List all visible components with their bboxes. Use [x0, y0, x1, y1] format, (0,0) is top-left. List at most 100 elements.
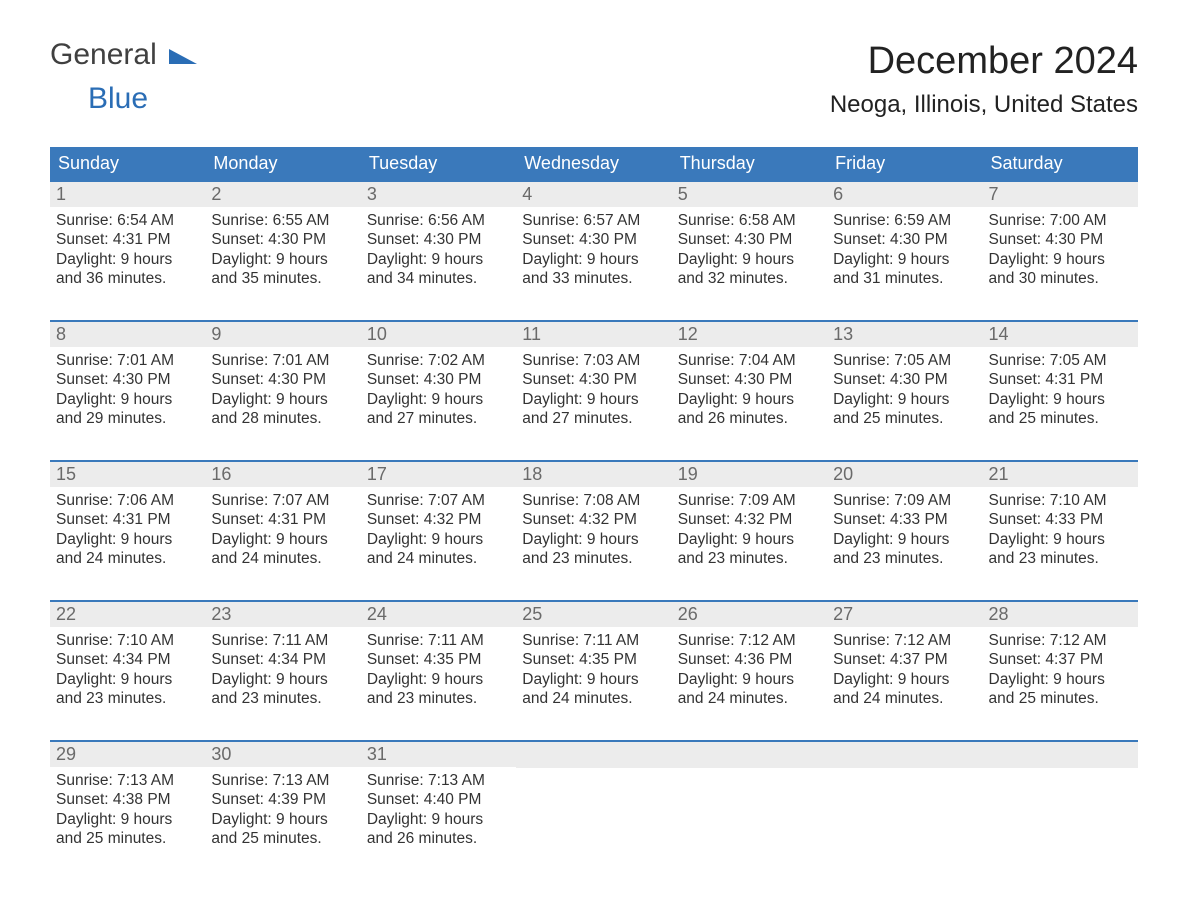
day-details: Sunrise: 6:57 AMSunset: 4:30 PMDaylight:… [516, 207, 671, 293]
daylight-text: and 33 minutes. [522, 269, 665, 288]
calendar-day-cell: 25Sunrise: 7:11 AMSunset: 4:35 PMDayligh… [516, 602, 671, 722]
month-title: December 2024 [830, 40, 1138, 83]
sunset-text: Sunset: 4:30 PM [833, 230, 976, 249]
day-number: 23 [205, 602, 360, 627]
logo-text-general: General [50, 38, 157, 71]
calendar-day-cell: 31Sunrise: 7:13 AMSunset: 4:40 PMDayligh… [361, 742, 516, 862]
day-details: Sunrise: 7:01 AMSunset: 4:30 PMDaylight:… [205, 347, 360, 433]
logo: General Blue [50, 40, 197, 114]
sunset-text: Sunset: 4:39 PM [211, 790, 354, 809]
sunrise-text: Sunrise: 7:10 AM [56, 631, 199, 650]
sunset-text: Sunset: 4:30 PM [833, 370, 976, 389]
day-number: 3 [361, 182, 516, 207]
sunrise-text: Sunrise: 6:57 AM [522, 211, 665, 230]
sunrise-text: Sunrise: 7:12 AM [678, 631, 821, 650]
calendar-day-cell: 22Sunrise: 7:10 AMSunset: 4:34 PMDayligh… [50, 602, 205, 722]
day-number: 12 [672, 322, 827, 347]
daylight-text: Daylight: 9 hours [678, 390, 821, 409]
daylight-text: Daylight: 9 hours [989, 530, 1132, 549]
sunset-text: Sunset: 4:37 PM [833, 650, 976, 669]
daylight-text: and 24 minutes. [522, 689, 665, 708]
logo-text-blue: Blue [88, 82, 148, 115]
sunrise-text: Sunrise: 7:05 AM [989, 351, 1132, 370]
day-details: Sunrise: 7:07 AMSunset: 4:32 PMDaylight:… [361, 487, 516, 573]
calendar-day-cell: 23Sunrise: 7:11 AMSunset: 4:34 PMDayligh… [205, 602, 360, 722]
sunrise-text: Sunrise: 7:09 AM [678, 491, 821, 510]
weekday-header: Sunday [50, 147, 205, 180]
calendar-day-cell [516, 742, 671, 862]
daylight-text: Daylight: 9 hours [833, 250, 976, 269]
day-details: Sunrise: 7:05 AMSunset: 4:31 PMDaylight:… [983, 347, 1138, 433]
calendar-day-cell: 8Sunrise: 7:01 AMSunset: 4:30 PMDaylight… [50, 322, 205, 442]
daylight-text: and 23 minutes. [833, 549, 976, 568]
calendar-week: 8Sunrise: 7:01 AMSunset: 4:30 PMDaylight… [50, 320, 1138, 442]
calendar-day-cell: 16Sunrise: 7:07 AMSunset: 4:31 PMDayligh… [205, 462, 360, 582]
calendar-day-cell: 29Sunrise: 7:13 AMSunset: 4:38 PMDayligh… [50, 742, 205, 862]
daylight-text: Daylight: 9 hours [678, 250, 821, 269]
calendar-day-cell: 4Sunrise: 6:57 AMSunset: 4:30 PMDaylight… [516, 182, 671, 302]
calendar-week: 1Sunrise: 6:54 AMSunset: 4:31 PMDaylight… [50, 180, 1138, 302]
weekday-header-row: Sunday Monday Tuesday Wednesday Thursday… [50, 147, 1138, 180]
sunset-text: Sunset: 4:30 PM [367, 370, 510, 389]
sunrise-text: Sunrise: 7:01 AM [56, 351, 199, 370]
day-number: 25 [516, 602, 671, 627]
weekday-header: Tuesday [361, 147, 516, 180]
calendar-day-cell: 5Sunrise: 6:58 AMSunset: 4:30 PMDaylight… [672, 182, 827, 302]
daylight-text: Daylight: 9 hours [367, 390, 510, 409]
calendar-day-cell: 24Sunrise: 7:11 AMSunset: 4:35 PMDayligh… [361, 602, 516, 722]
sunset-text: Sunset: 4:31 PM [56, 230, 199, 249]
sunrise-text: Sunrise: 7:11 AM [522, 631, 665, 650]
sunrise-text: Sunrise: 7:13 AM [211, 771, 354, 790]
calendar-week: 15Sunrise: 7:06 AMSunset: 4:31 PMDayligh… [50, 460, 1138, 582]
daylight-text: and 25 minutes. [211, 829, 354, 848]
sunrise-text: Sunrise: 7:12 AM [833, 631, 976, 650]
daylight-text: and 23 minutes. [367, 689, 510, 708]
daylight-text: and 24 minutes. [367, 549, 510, 568]
daylight-text: and 23 minutes. [522, 549, 665, 568]
daylight-text: Daylight: 9 hours [367, 670, 510, 689]
sunrise-text: Sunrise: 7:04 AM [678, 351, 821, 370]
daylight-text: and 31 minutes. [833, 269, 976, 288]
daylight-text: Daylight: 9 hours [678, 670, 821, 689]
day-number [827, 742, 982, 768]
daylight-text: Daylight: 9 hours [367, 250, 510, 269]
sunset-text: Sunset: 4:33 PM [989, 510, 1132, 529]
day-number [516, 742, 671, 768]
calendar-day-cell [827, 742, 982, 862]
daylight-text: and 29 minutes. [56, 409, 199, 428]
daylight-text: and 23 minutes. [211, 689, 354, 708]
sunrise-text: Sunrise: 7:03 AM [522, 351, 665, 370]
sunset-text: Sunset: 4:37 PM [989, 650, 1132, 669]
daylight-text: and 23 minutes. [678, 549, 821, 568]
header: General Blue December 2024 Neoga, Illino… [50, 40, 1138, 137]
day-number: 18 [516, 462, 671, 487]
sunset-text: Sunset: 4:31 PM [211, 510, 354, 529]
day-number: 15 [50, 462, 205, 487]
day-details: Sunrise: 7:11 AMSunset: 4:35 PMDaylight:… [516, 627, 671, 713]
day-number: 11 [516, 322, 671, 347]
day-details: Sunrise: 7:11 AMSunset: 4:34 PMDaylight:… [205, 627, 360, 713]
calendar-day-cell: 17Sunrise: 7:07 AMSunset: 4:32 PMDayligh… [361, 462, 516, 582]
day-number: 31 [361, 742, 516, 767]
sunrise-text: Sunrise: 7:09 AM [833, 491, 976, 510]
calendar-day-cell: 21Sunrise: 7:10 AMSunset: 4:33 PMDayligh… [983, 462, 1138, 582]
daylight-text: and 27 minutes. [367, 409, 510, 428]
day-details: Sunrise: 7:08 AMSunset: 4:32 PMDaylight:… [516, 487, 671, 573]
daylight-text: Daylight: 9 hours [678, 530, 821, 549]
daylight-text: Daylight: 9 hours [211, 810, 354, 829]
calendar: Sunday Monday Tuesday Wednesday Thursday… [50, 147, 1138, 862]
calendar-day-cell: 12Sunrise: 7:04 AMSunset: 4:30 PMDayligh… [672, 322, 827, 442]
daylight-text: and 28 minutes. [211, 409, 354, 428]
sunrise-text: Sunrise: 7:13 AM [367, 771, 510, 790]
calendar-day-cell: 27Sunrise: 7:12 AMSunset: 4:37 PMDayligh… [827, 602, 982, 722]
day-number: 30 [205, 742, 360, 767]
calendar-day-cell: 10Sunrise: 7:02 AMSunset: 4:30 PMDayligh… [361, 322, 516, 442]
day-number: 5 [672, 182, 827, 207]
calendar-day-cell: 2Sunrise: 6:55 AMSunset: 4:30 PMDaylight… [205, 182, 360, 302]
sunset-text: Sunset: 4:32 PM [678, 510, 821, 529]
sunset-text: Sunset: 4:30 PM [211, 230, 354, 249]
day-number: 13 [827, 322, 982, 347]
day-details: Sunrise: 7:01 AMSunset: 4:30 PMDaylight:… [50, 347, 205, 433]
sunrise-text: Sunrise: 6:59 AM [833, 211, 976, 230]
day-details: Sunrise: 7:00 AMSunset: 4:30 PMDaylight:… [983, 207, 1138, 293]
